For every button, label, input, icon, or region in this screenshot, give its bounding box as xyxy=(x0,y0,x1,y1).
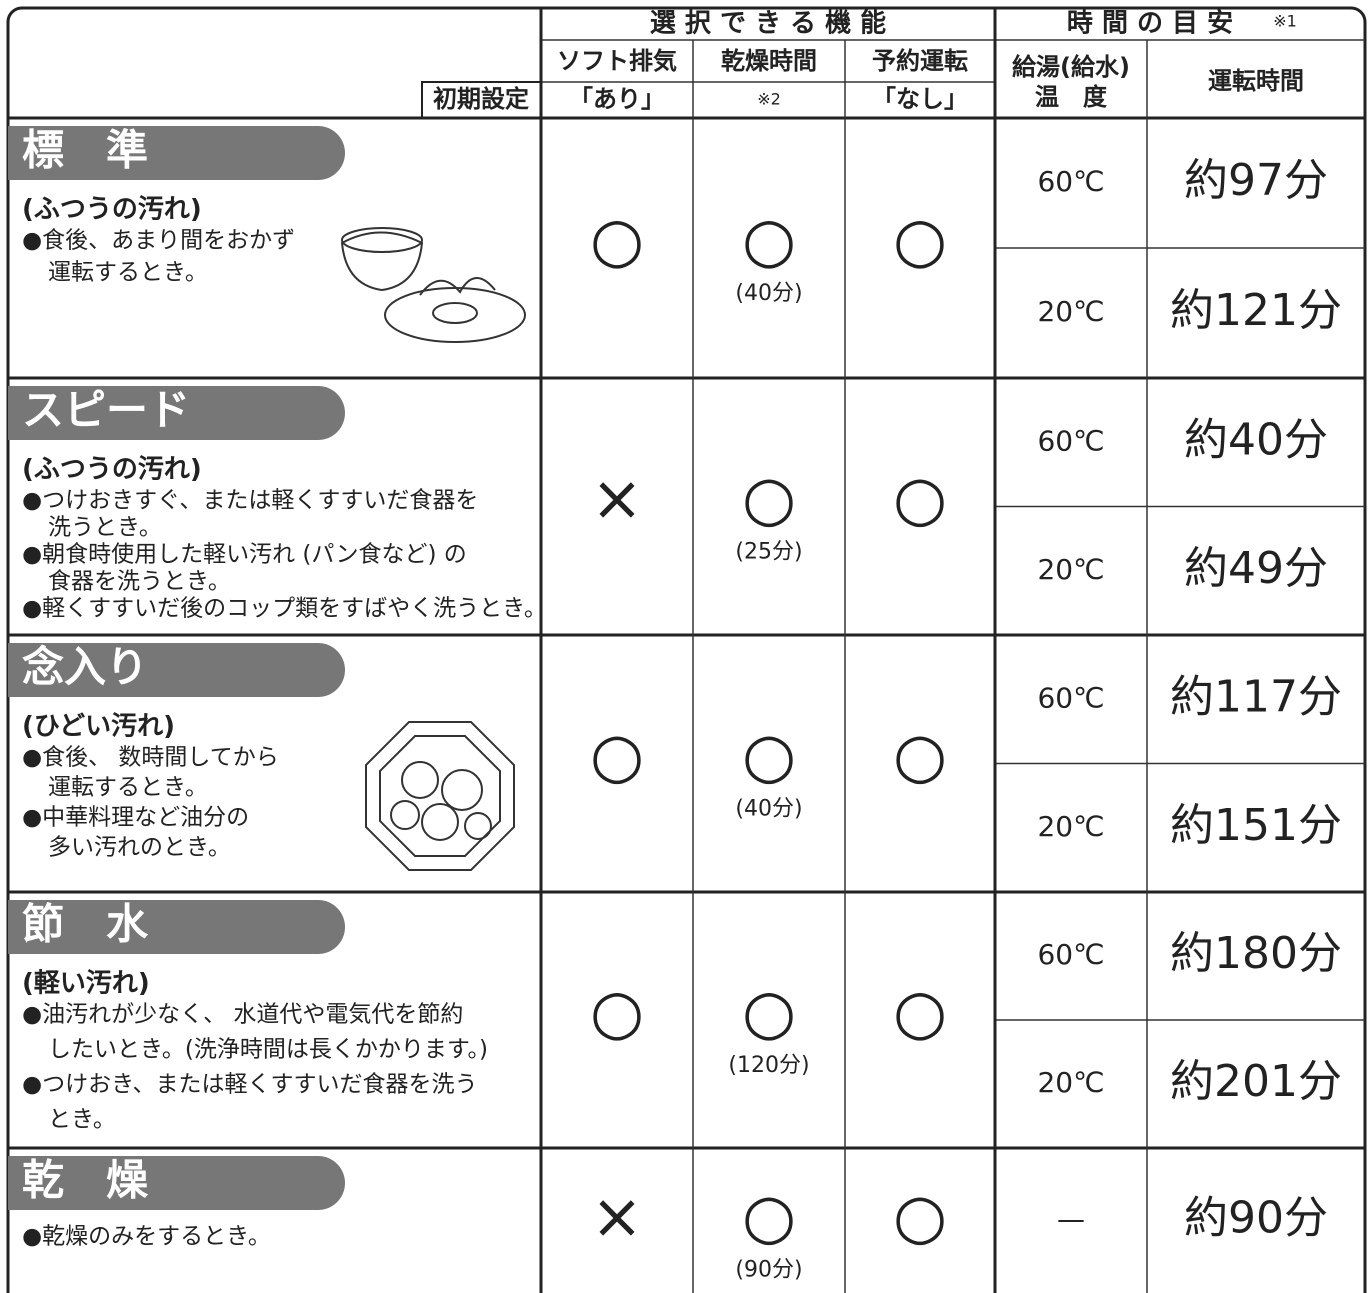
dry-time: (120分) xyxy=(728,1053,809,1078)
water-temp: 20℃ xyxy=(1037,295,1104,328)
run-time: 約180分 xyxy=(1170,928,1342,979)
column-header: 乾燥時間 xyxy=(721,47,817,75)
mode-label-bg xyxy=(8,900,345,954)
default-value: 「なし」 xyxy=(872,85,968,113)
timer-mark: ○ xyxy=(893,203,947,276)
run-time: 約90分 xyxy=(1184,1193,1328,1244)
mode-description: ●食後、あまり間をおかず xyxy=(22,228,295,254)
soft-exhaust-mark: ○ xyxy=(590,975,644,1048)
mode-name: 乾 燥 xyxy=(22,1156,149,1205)
functions-title: 選 択 で き る 機 能 xyxy=(650,8,886,39)
water-temp: 60℃ xyxy=(1037,165,1104,198)
timer-mark: ○ xyxy=(893,1180,947,1253)
mode-name: スピード xyxy=(22,386,190,435)
default-value: ※2 xyxy=(757,90,781,109)
mode-description: ●中華料理など油分の xyxy=(22,805,249,831)
mode-subtitle: (ひどい汚れ) xyxy=(22,712,175,742)
soft-exhaust-mark: × xyxy=(591,1180,643,1253)
run-time: 約49分 xyxy=(1184,543,1328,594)
dry-mark: ○ xyxy=(742,462,796,535)
mode-subtitle: (ふつうの汚れ) xyxy=(22,455,202,485)
mode-description: 食器を洗うとき。 xyxy=(48,569,231,595)
dry-time: (90分) xyxy=(735,1258,802,1283)
run-time: 約201分 xyxy=(1170,1056,1342,1107)
mode-label-bg xyxy=(8,1156,345,1210)
timer-mark: ○ xyxy=(893,975,947,1048)
time-title: 時 間 の 目 安 xyxy=(1067,9,1233,39)
water-temp: 20℃ xyxy=(1037,810,1104,843)
mode-description: ●軽くすすいだ後のコップ類をすばやく洗うとき。 xyxy=(22,596,547,622)
mode-label-bg xyxy=(8,386,345,440)
run-time: 約40分 xyxy=(1184,414,1328,465)
mode-description: ●つけおき、または軽くすすいだ食器を洗う xyxy=(22,1072,477,1098)
default-value: 「あり」 xyxy=(569,85,665,113)
water-temp: 60℃ xyxy=(1037,424,1104,457)
dry-mark: ○ xyxy=(742,975,796,1048)
mode-description: 運転するとき。 xyxy=(48,260,208,286)
water-temp: 60℃ xyxy=(1037,938,1104,971)
soft-exhaust-mark: ○ xyxy=(590,203,644,276)
run-time: 約151分 xyxy=(1170,800,1342,851)
mode-name: 標 準 xyxy=(22,126,148,175)
soft-exhaust-mark: ○ xyxy=(590,719,644,792)
run-time: 約117分 xyxy=(1170,671,1342,722)
default-label: 初期設定 xyxy=(433,85,529,113)
timer-mark: ○ xyxy=(893,462,947,535)
mode-description: したいとき。(洗浄時間は長くかかります。) xyxy=(48,1037,488,1063)
mode-label-bg xyxy=(8,643,345,697)
mode-name: 念入り xyxy=(22,643,148,692)
dry-time: (25分) xyxy=(735,540,802,565)
mode-description: ●朝食時使用した軽い汚れ (パン食など) の xyxy=(22,542,467,568)
time-note: ※1 xyxy=(1273,12,1297,31)
water-temp: — xyxy=(1057,1203,1085,1236)
water-temp-header: 給湯(給水) xyxy=(1012,53,1130,81)
column-header: 予約運転 xyxy=(872,47,968,75)
dry-time: (40分) xyxy=(735,281,802,306)
column-header: ソフト排気 xyxy=(557,47,677,75)
dry-mark: ○ xyxy=(742,719,796,792)
dry-mark: ○ xyxy=(742,1180,796,1253)
run-time: 約97分 xyxy=(1184,155,1328,206)
run-time-header: 運転時間 xyxy=(1208,67,1304,95)
mode-description: とき。 xyxy=(48,1107,116,1133)
water-temp-header: 温 度 xyxy=(1035,83,1108,111)
dry-mark: ○ xyxy=(742,203,796,276)
water-temp: 60℃ xyxy=(1037,681,1104,714)
mode-description: ●つけおきすぐ、または軽くすすいだ食器を xyxy=(22,488,478,514)
dry-time: (40分) xyxy=(735,797,802,822)
run-time: 約121分 xyxy=(1170,285,1342,336)
mode-subtitle: (ふつうの汚れ) xyxy=(22,195,202,225)
mode-description: 運転するとき。 xyxy=(48,775,208,801)
water-temp: 20℃ xyxy=(1037,553,1104,586)
soft-exhaust-mark: × xyxy=(591,462,643,535)
mode-description: ●油汚れが少なく、 水道代や電気代を節約 xyxy=(22,1002,463,1028)
mode-description: ●乾燥のみをするとき。 xyxy=(22,1224,271,1250)
water-temp: 20℃ xyxy=(1037,1066,1104,1099)
timer-mark: ○ xyxy=(893,719,947,792)
mode-subtitle: (軽い汚れ) xyxy=(22,968,150,999)
mode-description: 洗うとき。 xyxy=(48,515,162,541)
mode-name: 節 水 xyxy=(22,900,149,949)
mode-description: 多い汚れのとき。 xyxy=(48,835,231,861)
mode-label-bg xyxy=(8,126,345,180)
illustrations xyxy=(340,227,526,871)
mode-description: ●食後、 数時間してから xyxy=(22,745,279,771)
